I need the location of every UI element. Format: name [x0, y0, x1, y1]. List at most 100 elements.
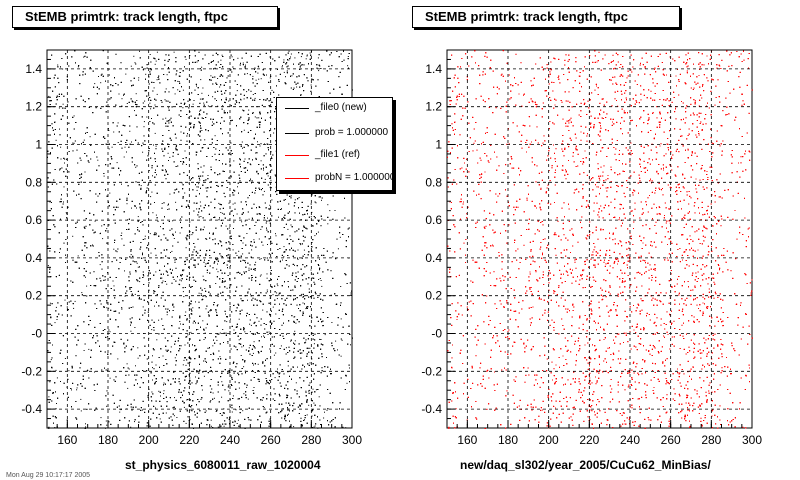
data-point	[309, 389, 311, 391]
data-point	[301, 424, 303, 426]
data-point	[180, 218, 181, 220]
data-point	[167, 152, 169, 154]
data-point	[220, 59, 222, 61]
data-point	[156, 93, 158, 95]
data-point	[234, 420, 236, 422]
data-point	[313, 343, 315, 345]
data-point	[266, 229, 268, 231]
data-point	[168, 107, 170, 109]
data-point	[104, 279, 106, 281]
data-point	[172, 220, 174, 222]
data-point	[267, 175, 269, 177]
data-point	[287, 365, 289, 367]
data-point	[318, 70, 320, 72]
data-point	[293, 426, 295, 428]
data-point	[222, 105, 224, 107]
data-point	[320, 280, 322, 281]
data-point	[260, 78, 262, 80]
data-point	[99, 264, 101, 266]
data-point	[346, 382, 348, 384]
data-point	[199, 110, 201, 112]
data-point	[269, 77, 271, 79]
data-point	[139, 50, 140, 52]
data-point	[317, 57, 319, 59]
data-point	[64, 158, 66, 160]
data-point	[287, 228, 289, 230]
data-point	[282, 408, 284, 410]
data-point	[134, 421, 135, 423]
data-point	[179, 321, 181, 322]
data-point	[48, 95, 50, 97]
data-point	[283, 71, 285, 73]
data-point	[59, 252, 60, 253]
data-point	[101, 225, 103, 227]
data-point	[198, 121, 200, 122]
data-point	[159, 418, 161, 420]
data-point	[173, 51, 175, 53]
data-point	[220, 212, 222, 213]
data-point	[200, 398, 202, 400]
data-point	[145, 73, 147, 75]
data-point	[192, 103, 194, 105]
data-point	[267, 217, 268, 219]
data-point	[276, 298, 278, 300]
data-point	[144, 235, 146, 237]
data-point	[259, 258, 261, 260]
data-point	[283, 256, 285, 258]
data-point	[205, 327, 207, 329]
data-point	[55, 139, 57, 141]
data-point	[62, 68, 64, 70]
data-point	[247, 291, 249, 293]
data-point	[127, 387, 129, 389]
data-point	[73, 115, 75, 117]
data-point	[315, 202, 317, 204]
data-point	[266, 277, 268, 279]
data-point	[285, 347, 287, 349]
data-point	[137, 227, 139, 228]
data-point	[221, 54, 223, 56]
data-point	[212, 371, 213, 373]
data-point	[133, 55, 135, 57]
data-point	[252, 75, 254, 77]
data-point	[258, 78, 260, 80]
data-point	[100, 417, 102, 419]
data-point	[347, 56, 349, 57]
data-point	[81, 292, 83, 294]
data-point	[106, 424, 108, 426]
data-point	[76, 387, 78, 389]
data-point	[241, 141, 243, 143]
data-point	[58, 107, 60, 109]
data-point	[108, 148, 110, 150]
data-point	[223, 425, 225, 427]
data-point	[165, 117, 167, 119]
data-point	[310, 84, 312, 86]
data-point	[230, 265, 231, 267]
data-point	[124, 270, 125, 272]
data-point	[185, 336, 187, 338]
data-point	[280, 209, 281, 210]
data-point	[249, 323, 251, 325]
data-point	[202, 87, 204, 89]
data-point	[196, 208, 198, 210]
data-point	[314, 235, 316, 237]
data-point	[121, 238, 123, 240]
data-point	[248, 218, 250, 220]
data-point	[173, 279, 175, 280]
data-point	[220, 255, 222, 257]
data-point	[56, 403, 57, 404]
data-point	[261, 336, 262, 338]
data-point	[210, 218, 212, 220]
data-point	[253, 239, 255, 241]
data-point	[241, 221, 243, 223]
data-point	[288, 50, 290, 52]
data-point	[290, 53, 292, 55]
data-point	[152, 212, 154, 214]
data-point	[319, 258, 320, 260]
data-point	[295, 382, 297, 384]
data-point	[269, 325, 271, 327]
data-point	[242, 62, 244, 64]
data-point	[312, 388, 314, 390]
data-point	[228, 227, 230, 229]
data-point	[111, 146, 113, 148]
data-point	[337, 248, 339, 250]
